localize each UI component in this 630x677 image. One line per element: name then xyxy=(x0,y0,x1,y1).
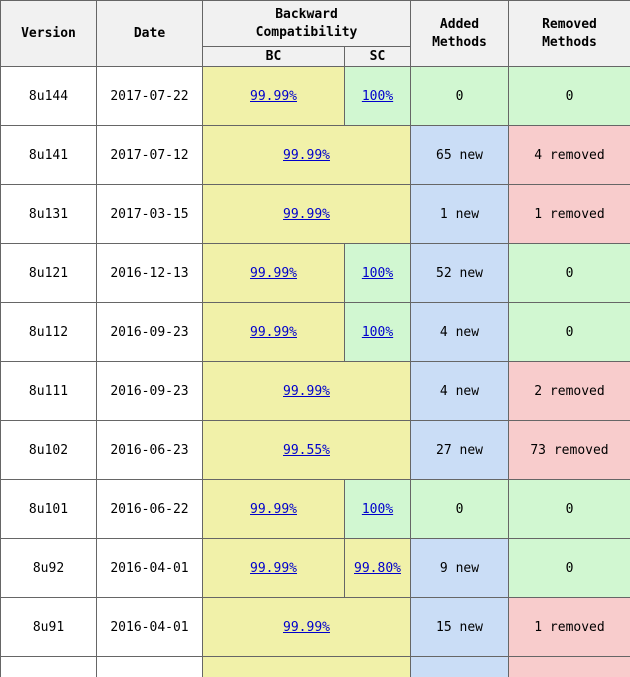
added-methods-cell: 15 new xyxy=(410,597,509,657)
bc-cell: 99.99% xyxy=(202,479,345,539)
sc-link[interactable]: 100% xyxy=(361,265,394,281)
removed-methods-cell xyxy=(508,656,630,677)
sc-cell: 100% xyxy=(344,479,411,539)
bc-link[interactable]: 99.99% xyxy=(283,206,330,222)
date-cell: 2016-12-13 xyxy=(96,243,203,303)
col-header-date: Date xyxy=(96,0,203,67)
date-cell: 2016-04-01 xyxy=(96,538,203,598)
version-cell: 8u131 xyxy=(0,184,97,244)
version-cell: 8u144 xyxy=(0,66,97,126)
bc-link[interactable]: 99.99% xyxy=(283,147,330,163)
col-header-bc: BC xyxy=(202,46,345,67)
bc-link[interactable]: 99.55% xyxy=(283,442,330,458)
sc-link[interactable]: 100% xyxy=(361,324,394,340)
removed-methods-cell: 4 removed xyxy=(508,125,630,185)
bc-cell: 99.55% xyxy=(202,420,411,480)
removed-methods-cell: 2 removed xyxy=(508,361,630,421)
sc-cell: 100% xyxy=(344,243,411,303)
added-methods-cell xyxy=(410,656,509,677)
sc-cell: 100% xyxy=(344,302,411,362)
version-cell: 8u92 xyxy=(0,538,97,598)
table-row: 8u102 2016-06-23 99.55% 27 new 73 removed xyxy=(0,420,630,480)
bc-cell: 99.99% xyxy=(202,597,411,657)
version-cell xyxy=(0,656,97,677)
added-methods-cell: 9 new xyxy=(410,538,509,598)
bc-cell: 99.99% xyxy=(202,361,411,421)
bc-cell: 99.99% xyxy=(202,302,345,362)
bc-cell: 99.99% xyxy=(202,184,411,244)
removed-methods-cell: 1 removed xyxy=(508,597,630,657)
date-cell: 2017-07-22 xyxy=(96,66,203,126)
added-methods-cell: 4 new xyxy=(410,361,509,421)
removed-methods-cell: 0 xyxy=(508,302,630,362)
added-methods-cell: 4 new xyxy=(410,302,509,362)
sc-link[interactable]: 99.80% xyxy=(354,560,401,576)
table-row: 8u91 2016-04-01 99.99% 15 new 1 removed xyxy=(0,597,630,657)
col-header-added-methods: Added Methods xyxy=(410,0,509,67)
header-row-main: Version Date Backward Compatibility Adde… xyxy=(0,0,630,67)
date-cell: 2017-07-12 xyxy=(96,125,203,185)
header-row-sub: BC SC xyxy=(1,46,630,67)
bc-link[interactable]: 99.99% xyxy=(250,501,297,517)
removed-methods-cell: 0 xyxy=(508,538,630,598)
removed-methods-cell: 0 xyxy=(508,243,630,303)
bc-cell: 99.99% xyxy=(202,125,411,185)
table-row: 8u101 2016-06-22 99.99% 100% 0 0 xyxy=(0,479,630,539)
date-cell: 2016-06-22 xyxy=(96,479,203,539)
date-cell: 2016-09-23 xyxy=(96,302,203,362)
sc-link[interactable]: 100% xyxy=(361,88,394,104)
table-row: 8u131 2017-03-15 99.99% 1 new 1 removed xyxy=(0,184,630,244)
col-header-backward-compatibility: Backward Compatibility xyxy=(202,0,411,47)
bc-link[interactable]: 99.99% xyxy=(250,265,297,281)
version-cell: 8u91 xyxy=(0,597,97,657)
col-header-version: Version xyxy=(0,0,97,67)
added-methods-cell: 27 new xyxy=(410,420,509,480)
added-methods-cell: 0 xyxy=(410,479,509,539)
table-row: 8u111 2016-09-23 99.99% 4 new 2 removed xyxy=(0,361,630,421)
added-methods-cell: 52 new xyxy=(410,243,509,303)
added-methods-cell: 65 new xyxy=(410,125,509,185)
added-methods-cell: 0 xyxy=(410,66,509,126)
col-header-sc: SC xyxy=(344,46,411,67)
bc-cell: 99.99% xyxy=(202,243,345,303)
table-row: 8u121 2016-12-13 99.99% 100% 52 new 0 xyxy=(0,243,630,303)
version-cell: 8u112 xyxy=(0,302,97,362)
date-cell: 2017-03-15 xyxy=(96,184,203,244)
removed-methods-cell: 0 xyxy=(508,66,630,126)
version-cell: 8u141 xyxy=(0,125,97,185)
col-header-removed-methods: Removed Methods xyxy=(508,0,630,67)
removed-methods-cell: 0 xyxy=(508,479,630,539)
bc-link[interactable]: 99.99% xyxy=(283,383,330,399)
bc-cell: 99.99% xyxy=(202,66,345,126)
date-cell: 2016-04-01 xyxy=(96,597,203,657)
version-cell: 8u121 xyxy=(0,243,97,303)
table-row: 8u141 2017-07-12 99.99% 65 new 4 removed xyxy=(0,125,630,185)
table-header: Version Date Backward Compatibility Adde… xyxy=(0,0,630,67)
bc-cell: 99.99% xyxy=(202,538,345,598)
added-methods-cell: 1 new xyxy=(410,184,509,244)
removed-methods-cell: 73 removed xyxy=(508,420,630,480)
table-row xyxy=(0,656,630,677)
sc-cell: 99.80% xyxy=(344,538,411,598)
version-cell: 8u102 xyxy=(0,420,97,480)
table-row: 8u112 2016-09-23 99.99% 100% 4 new 0 xyxy=(0,302,630,362)
bc-link[interactable]: 99.99% xyxy=(283,619,330,635)
bc-link[interactable]: 99.99% xyxy=(250,560,297,576)
bc-link[interactable]: 99.99% xyxy=(250,324,297,340)
table-body: 8u144 2017-07-22 99.99% 100% 0 0 8u141 2017-07-… xyxy=(0,66,630,677)
bc-link[interactable]: 99.99% xyxy=(250,88,297,104)
table-row: 8u144 2017-07-22 99.99% 100% 0 0 xyxy=(0,66,630,126)
removed-methods-cell: 1 removed xyxy=(508,184,630,244)
bc-cell xyxy=(202,656,411,677)
date-cell xyxy=(96,656,203,677)
sc-link[interactable]: 100% xyxy=(361,501,394,517)
date-cell: 2016-06-23 xyxy=(96,420,203,480)
version-cell: 8u111 xyxy=(0,361,97,421)
version-cell: 8u101 xyxy=(0,479,97,539)
sc-cell: 100% xyxy=(344,66,411,126)
date-cell: 2016-09-23 xyxy=(96,361,203,421)
table-row: 8u92 2016-04-01 99.99% 99.80% 9 new 0 xyxy=(0,538,630,598)
